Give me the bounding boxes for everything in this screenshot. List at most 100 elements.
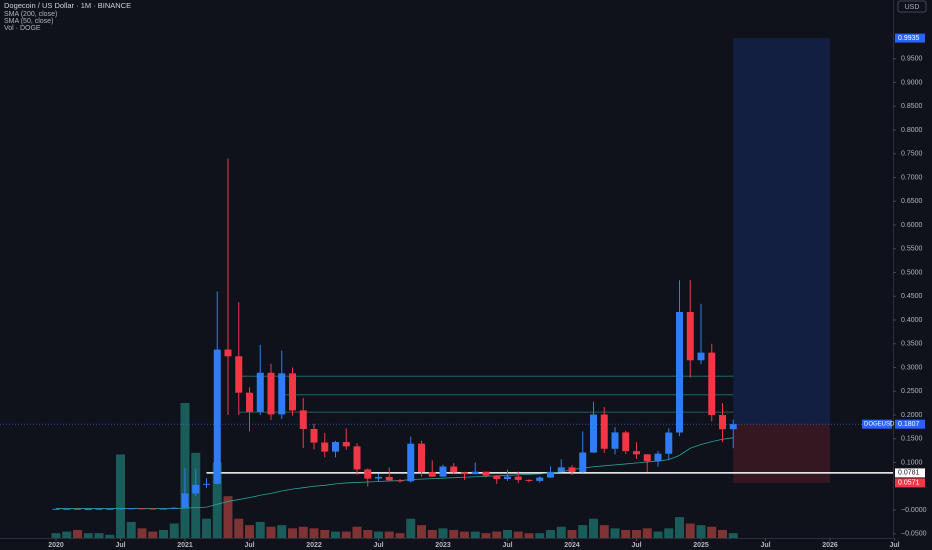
y-tick-label: 0.7500 xyxy=(901,151,923,158)
candle-body xyxy=(600,414,608,449)
candle-body xyxy=(622,432,630,452)
candle-body xyxy=(74,508,81,510)
currency[interactable]: USD xyxy=(905,4,920,11)
candle-body xyxy=(192,484,200,494)
volume-bar xyxy=(288,528,297,538)
y-tick-label: 0.3500 xyxy=(901,341,923,348)
candle-body xyxy=(471,471,479,475)
y-tick-label: 0.6000 xyxy=(901,222,923,229)
y-tick-label: 0.2000 xyxy=(901,412,923,419)
candle-body xyxy=(719,415,726,430)
candle-body xyxy=(224,349,232,357)
x-tick-label: Jul xyxy=(115,542,125,549)
candle-body xyxy=(106,508,114,510)
volume-bar xyxy=(148,531,158,538)
candle-body xyxy=(686,311,694,361)
volume-bar xyxy=(535,533,545,538)
candle-body xyxy=(547,471,554,478)
y-tick-label: 0.1500 xyxy=(901,436,923,443)
candle-body xyxy=(127,508,135,510)
candle-body xyxy=(310,428,318,443)
candle-body xyxy=(170,507,178,509)
candle-body xyxy=(504,476,511,480)
symbol-tag-bg xyxy=(862,419,892,429)
candle-body xyxy=(643,454,651,462)
entry-tag-bg xyxy=(895,419,925,429)
volume-bar xyxy=(664,528,674,538)
volume-bar xyxy=(223,496,233,538)
volume-bar xyxy=(298,526,308,538)
candle-body xyxy=(428,472,436,477)
volume-bar xyxy=(169,523,179,538)
volume-bar xyxy=(277,525,287,538)
volume-bar xyxy=(546,529,555,538)
candle-body xyxy=(461,472,468,475)
volume-bar xyxy=(116,454,125,538)
stop-tag: 0.0571 xyxy=(898,480,920,487)
candle-body xyxy=(590,414,597,453)
volume-bar xyxy=(653,531,663,538)
y-tick-label: 0.1000 xyxy=(901,459,923,466)
candle-body xyxy=(52,508,60,510)
volume-bar xyxy=(621,529,631,538)
volume-bar xyxy=(492,531,502,538)
y-tick-label: −0.0000 xyxy=(901,507,927,514)
candle-body xyxy=(149,508,157,510)
volume-bar xyxy=(309,528,319,538)
indicator-label: Vol · DOGE xyxy=(4,25,41,32)
indicator-label: SMA (50, close) xyxy=(4,18,53,25)
candle-body xyxy=(697,352,705,361)
volume-bar xyxy=(675,517,684,538)
candle-body xyxy=(289,373,296,411)
volume-bar xyxy=(718,529,727,538)
volume-bar xyxy=(481,533,491,538)
y-tick-label: 0.7000 xyxy=(901,174,923,181)
volume-bar xyxy=(460,531,469,538)
volume-bar xyxy=(51,533,61,538)
y-tick-label: 0.5500 xyxy=(901,246,923,253)
candle-body xyxy=(514,476,522,480)
x-tick-label: 2023 xyxy=(435,542,451,549)
x-tick-label: Jul xyxy=(760,542,770,549)
y-tick-label: 0.4000 xyxy=(901,317,923,324)
volume-bar xyxy=(728,533,738,538)
volume-bar xyxy=(610,528,620,538)
candle-body xyxy=(729,424,737,430)
volume-bar xyxy=(632,529,641,538)
y-tick-label: 0.3000 xyxy=(901,364,923,371)
target-zone xyxy=(733,38,830,425)
volume-bar xyxy=(266,526,276,538)
candle-body xyxy=(493,475,501,480)
candle-body xyxy=(235,356,243,393)
candle-body xyxy=(450,466,458,473)
volume-bar xyxy=(556,526,566,538)
candle-body xyxy=(63,508,71,510)
candle-body xyxy=(407,443,415,482)
stop-tag-bg xyxy=(895,478,925,488)
candle-body xyxy=(353,446,361,470)
candle-body xyxy=(418,443,425,473)
target-tag-bg xyxy=(895,33,925,43)
candle-body xyxy=(557,467,565,472)
volume-bar xyxy=(384,531,394,538)
candle-body xyxy=(611,432,619,449)
y-tick-label: 0.9500 xyxy=(901,56,923,63)
volume-bar xyxy=(707,526,717,538)
volume-bar xyxy=(234,518,244,538)
y-tick-label: 0.4500 xyxy=(901,293,923,300)
candle-body xyxy=(536,477,544,481)
x-tick-label: 2024 xyxy=(564,542,580,549)
x-tick-label: Jul xyxy=(502,542,512,549)
volume-bar xyxy=(449,529,459,538)
candle-body xyxy=(181,493,189,508)
volume-bar xyxy=(62,531,72,538)
currency-box[interactable] xyxy=(897,0,927,13)
candle-body xyxy=(213,349,221,484)
candle-body xyxy=(138,508,146,510)
candle-body xyxy=(332,442,339,452)
volume-bar xyxy=(212,462,222,538)
volume-bar xyxy=(567,529,577,538)
volume-bar xyxy=(395,533,405,538)
candle-body xyxy=(84,509,92,511)
